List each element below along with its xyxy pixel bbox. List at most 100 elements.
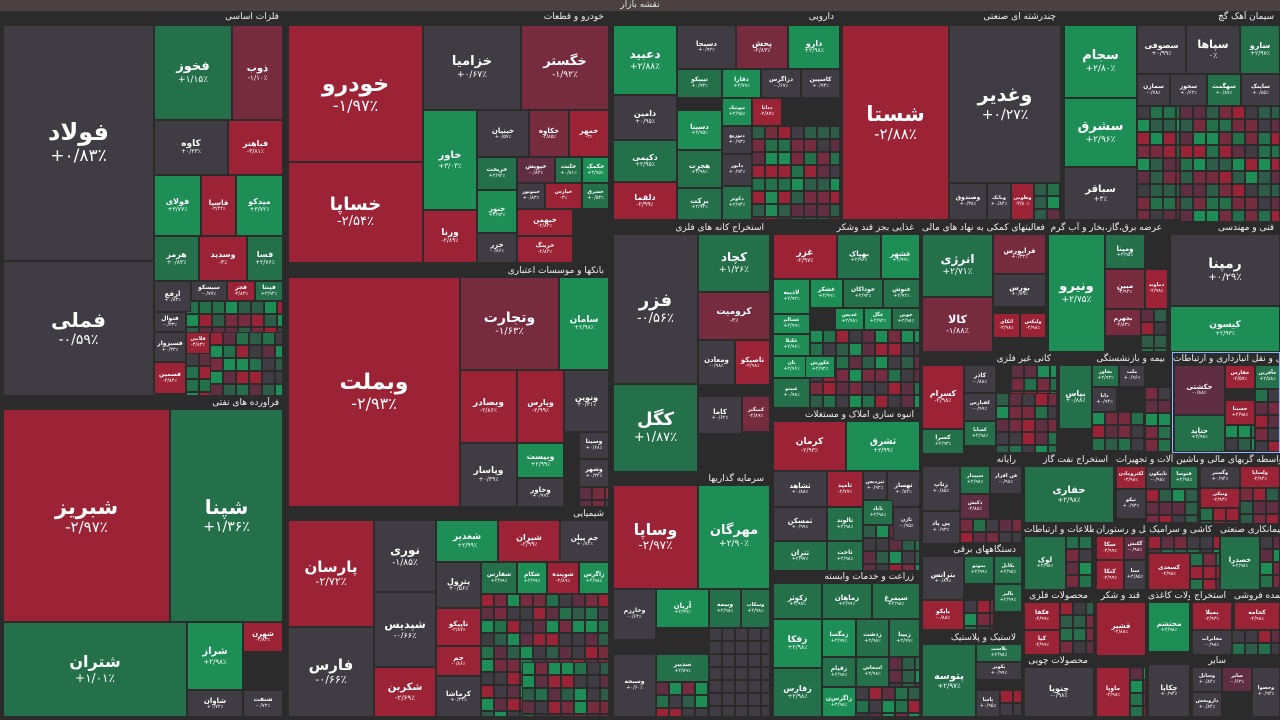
symbol-tile[interactable]: سمازن -۰/۷۸٪ xyxy=(1137,74,1170,106)
symbol-tile[interactable]: وطوبی -۳/۸۰٪ xyxy=(1011,183,1034,220)
symbol-cell[interactable] xyxy=(1013,716,1022,718)
symbol-cell[interactable] xyxy=(1245,643,1258,655)
symbol-cell[interactable] xyxy=(225,301,238,314)
symbol-cell[interactable] xyxy=(1238,425,1251,438)
symbol-tile[interactable]: تیپیکو +۰/۹۳٪ xyxy=(677,69,722,98)
symbol-cell[interactable] xyxy=(1258,197,1271,210)
symbol-cell[interactable] xyxy=(915,657,920,670)
symbol-cell[interactable] xyxy=(1163,132,1176,145)
symbol-cell[interactable] xyxy=(1167,348,1169,352)
symbol-cell[interactable] xyxy=(888,369,901,382)
symbol-cell[interactable] xyxy=(1158,426,1171,439)
symbol-cell[interactable] xyxy=(895,687,908,700)
symbol-cell[interactable] xyxy=(888,343,901,356)
symbol-cell[interactable] xyxy=(889,564,902,571)
symbol-tile[interactable]: غنوش +۲/۹۲٪ xyxy=(883,279,920,308)
symbol-cell[interactable] xyxy=(1137,210,1150,220)
symbol-tile[interactable]: کنکا -۲/۹۹٪ xyxy=(1096,560,1124,590)
symbol-cell[interactable] xyxy=(761,628,770,641)
symbol-cell[interactable] xyxy=(236,345,249,358)
symbol-cell[interactable] xyxy=(709,654,722,667)
symbol-cell[interactable] xyxy=(761,667,770,680)
symbol-cell[interactable] xyxy=(1024,378,1037,391)
symbol-cell[interactable] xyxy=(1060,209,1062,220)
symbol-cell[interactable] xyxy=(810,395,823,408)
symbol-cell[interactable] xyxy=(901,330,914,343)
symbol-tile[interactable]: میدکو +۳/۷۲٪ xyxy=(236,175,283,236)
symbol-cell[interactable] xyxy=(223,358,236,371)
symbol-cell[interactable] xyxy=(875,382,888,395)
symbol-cell[interactable] xyxy=(1118,451,1131,453)
symbol-cell[interactable] xyxy=(1216,579,1220,590)
symbol-tile[interactable]: فارس -۰/۶۶٪ xyxy=(288,627,374,717)
symbol-cell[interactable] xyxy=(481,698,494,711)
symbol-cell[interactable] xyxy=(1253,488,1266,501)
symbol-cell[interactable] xyxy=(1271,210,1280,222)
symbol-cell[interactable] xyxy=(1251,425,1255,438)
symbol-tile[interactable]: سباقر +۳٪ xyxy=(1064,167,1137,220)
symbol-cell[interactable] xyxy=(1137,171,1150,184)
symbol-tile[interactable]: شپنا +۱/۳۶٪ xyxy=(170,409,283,622)
symbol-cell[interactable] xyxy=(1148,536,1161,549)
symbol-cell[interactable] xyxy=(574,675,587,688)
symbol-cell[interactable] xyxy=(1193,132,1206,145)
symbol-cell[interactable] xyxy=(1245,210,1258,222)
symbol-cell[interactable] xyxy=(1035,406,1048,419)
symbol-cell[interactable] xyxy=(1180,119,1193,132)
symbol-cell[interactable] xyxy=(862,356,875,369)
symbol-cell[interactable] xyxy=(1219,119,1232,132)
symbol-cell[interactable] xyxy=(1143,693,1146,706)
symbol-cell[interactable] xyxy=(1000,716,1013,718)
symbol-tile[interactable]: شغدیر +۲/۹۹٪ xyxy=(436,520,498,562)
symbol-cell[interactable] xyxy=(1240,514,1253,524)
symbol-cell[interactable] xyxy=(823,343,836,356)
symbol-cell[interactable] xyxy=(888,382,901,395)
symbol-cell[interactable] xyxy=(598,594,609,607)
symbol-cell[interactable] xyxy=(889,683,902,687)
symbol-tile[interactable]: سجام +۲/۸۰٪ xyxy=(1064,25,1137,98)
symbol-tile[interactable]: وشهر +۰/۳۴٪ xyxy=(579,459,609,487)
symbol-cell[interactable] xyxy=(1193,145,1206,158)
symbol-cell[interactable] xyxy=(559,607,572,620)
symbol-tile[interactable]: وبملت -۲/۹۳٪ xyxy=(288,277,460,507)
symbol-tile[interactable]: گکیش -۰/۹۸٪ xyxy=(1124,536,1146,560)
symbol-cell[interactable] xyxy=(862,343,875,356)
symbol-cell[interactable] xyxy=(791,178,804,191)
symbol-cell[interactable] xyxy=(1009,432,1022,445)
symbol-cell[interactable] xyxy=(1060,602,1073,615)
symbol-cell[interactable] xyxy=(585,633,598,646)
symbol-cell[interactable] xyxy=(1206,197,1219,210)
symbol-cell[interactable] xyxy=(791,191,804,204)
symbol-cell[interactable] xyxy=(494,607,507,620)
symbol-tile[interactable]: غبینو +۰/۹۸٪ xyxy=(773,378,810,408)
symbol-cell[interactable] xyxy=(494,672,507,685)
symbol-cell[interactable] xyxy=(708,708,710,717)
symbol-cell[interactable] xyxy=(481,594,494,607)
symbol-cell[interactable] xyxy=(1131,438,1144,451)
symbol-tile[interactable]: کاما +۰/۶۲٪ xyxy=(698,396,742,434)
symbol-tile[interactable]: کالا -۱/۸۸٪ xyxy=(922,297,993,352)
symbol-cell[interactable] xyxy=(1271,643,1280,655)
symbol-tile[interactable]: مهرگان +۲/۹۰٪ xyxy=(698,485,770,589)
symbol-tile[interactable]: وساپا -۲/۹۷٪ xyxy=(613,485,698,589)
symbol-cell[interactable] xyxy=(1258,145,1271,158)
symbol-cell[interactable] xyxy=(548,675,561,688)
symbol-cell[interactable] xyxy=(1130,706,1143,717)
symbol-cell[interactable] xyxy=(1092,425,1105,438)
symbol-cell[interactable] xyxy=(761,641,770,654)
symbol-tile[interactable]: شستا -۲/۸۸٪ xyxy=(842,25,949,220)
symbol-cell[interactable] xyxy=(559,620,572,633)
symbol-cell[interactable] xyxy=(1180,197,1193,210)
symbol-cell[interactable] xyxy=(522,688,535,701)
symbol-cell[interactable] xyxy=(1176,197,1180,210)
symbol-cell[interactable] xyxy=(986,532,999,543)
symbol-cell[interactable] xyxy=(1193,119,1206,132)
symbol-cell[interactable] xyxy=(1092,562,1094,575)
symbol-cell[interactable] xyxy=(275,371,283,384)
symbol-tile[interactable]: فباهنر -۳/۸۱٪ xyxy=(228,120,283,175)
symbol-tile[interactable]: بمیلا -۲/۹۳٪ xyxy=(1192,602,1232,630)
symbol-cell[interactable] xyxy=(1253,514,1266,524)
symbol-cell[interactable] xyxy=(1213,521,1226,524)
symbol-cell[interactable] xyxy=(1050,365,1057,378)
symbol-cell[interactable] xyxy=(748,706,761,717)
